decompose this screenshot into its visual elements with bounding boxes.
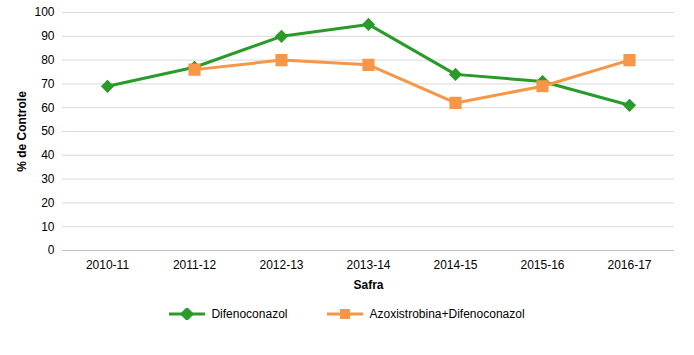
svg-text:10: 10 <box>41 220 55 234</box>
svg-text:30: 30 <box>41 172 55 186</box>
svg-text:40: 40 <box>41 148 55 162</box>
svg-text:20: 20 <box>41 196 55 210</box>
svg-text:2010-11: 2010-11 <box>86 258 129 272</box>
svg-text:2015-16: 2015-16 <box>520 258 564 272</box>
svg-text:% de Controle: % de Controle <box>15 91 29 172</box>
svg-text:2012-13: 2012-13 <box>259 258 303 272</box>
svg-text:80: 80 <box>41 53 55 67</box>
svg-text:2013-14: 2013-14 <box>346 258 390 272</box>
svg-text:60: 60 <box>41 101 55 115</box>
svg-text:100: 100 <box>34 5 54 19</box>
svg-text:90: 90 <box>41 29 55 43</box>
svg-text:70: 70 <box>41 77 55 91</box>
svg-text:50: 50 <box>41 124 55 138</box>
html-text:Azoxistrobina+Difenoconazol: Azoxistrobina+Difenoconazol <box>369 307 525 321</box>
svg-text:Safra: Safra <box>353 278 383 292</box>
svg-text:2014-15: 2014-15 <box>433 258 477 272</box>
svg-text:2011-12: 2011-12 <box>173 258 216 272</box>
svg-text:2016-17: 2016-17 <box>607 258 651 272</box>
svg-text:0: 0 <box>48 243 55 257</box>
html-text:Difenoconazol: Difenoconazol <box>211 307 288 321</box>
